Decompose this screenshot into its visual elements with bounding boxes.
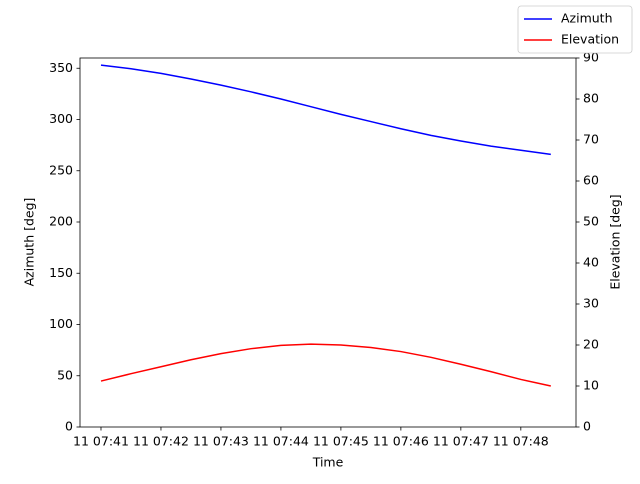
- y2-tick-label: 20: [583, 337, 599, 352]
- y2-tick-label: 80: [583, 91, 599, 106]
- x-tick-label: 11 07:42: [133, 434, 189, 449]
- y2-tick-label: 30: [583, 296, 599, 311]
- x-axis-label: Time: [312, 455, 344, 470]
- y2-tick-label: 10: [583, 378, 599, 393]
- y-tick-label: 50: [57, 367, 73, 382]
- y2-tick-label: 40: [583, 255, 599, 270]
- plot-frame: [79, 57, 577, 428]
- legend-box: [517, 5, 633, 54]
- y-tick-label: 300: [49, 111, 73, 126]
- y2-tick-label: 60: [583, 173, 599, 188]
- x-tick-label: 11 07:45: [313, 434, 369, 449]
- y-tick-label: 350: [49, 60, 73, 75]
- y-tick-label: 250: [49, 162, 73, 177]
- x-tick-label: 11 07:44: [253, 434, 309, 449]
- y-tick-label: 100: [49, 316, 73, 331]
- x-tick-label: 11 07:46: [373, 434, 429, 449]
- y2-tick-label: 50: [583, 214, 599, 229]
- y-tick-label: 150: [49, 265, 73, 280]
- x-tick-label: 11 07:41: [73, 434, 129, 449]
- x-tick-label: 11 07:48: [493, 434, 549, 449]
- x-tick-label: 11 07:47: [433, 434, 489, 449]
- y2-tick-label: 0: [583, 419, 591, 434]
- y-tick-label: 0: [65, 419, 73, 434]
- y2-axis-label: Elevation [deg]: [608, 194, 623, 289]
- x-tick-label: 11 07:43: [193, 434, 249, 449]
- data-line: [100, 64, 551, 156]
- legend-label: Elevation: [561, 32, 619, 47]
- legend-label: Azimuth: [561, 11, 613, 26]
- y-axis-label: Azimuth [deg]: [22, 198, 37, 287]
- y2-tick-label: 70: [583, 132, 599, 147]
- data-line: [100, 343, 551, 387]
- y-tick-label: 200: [49, 214, 73, 229]
